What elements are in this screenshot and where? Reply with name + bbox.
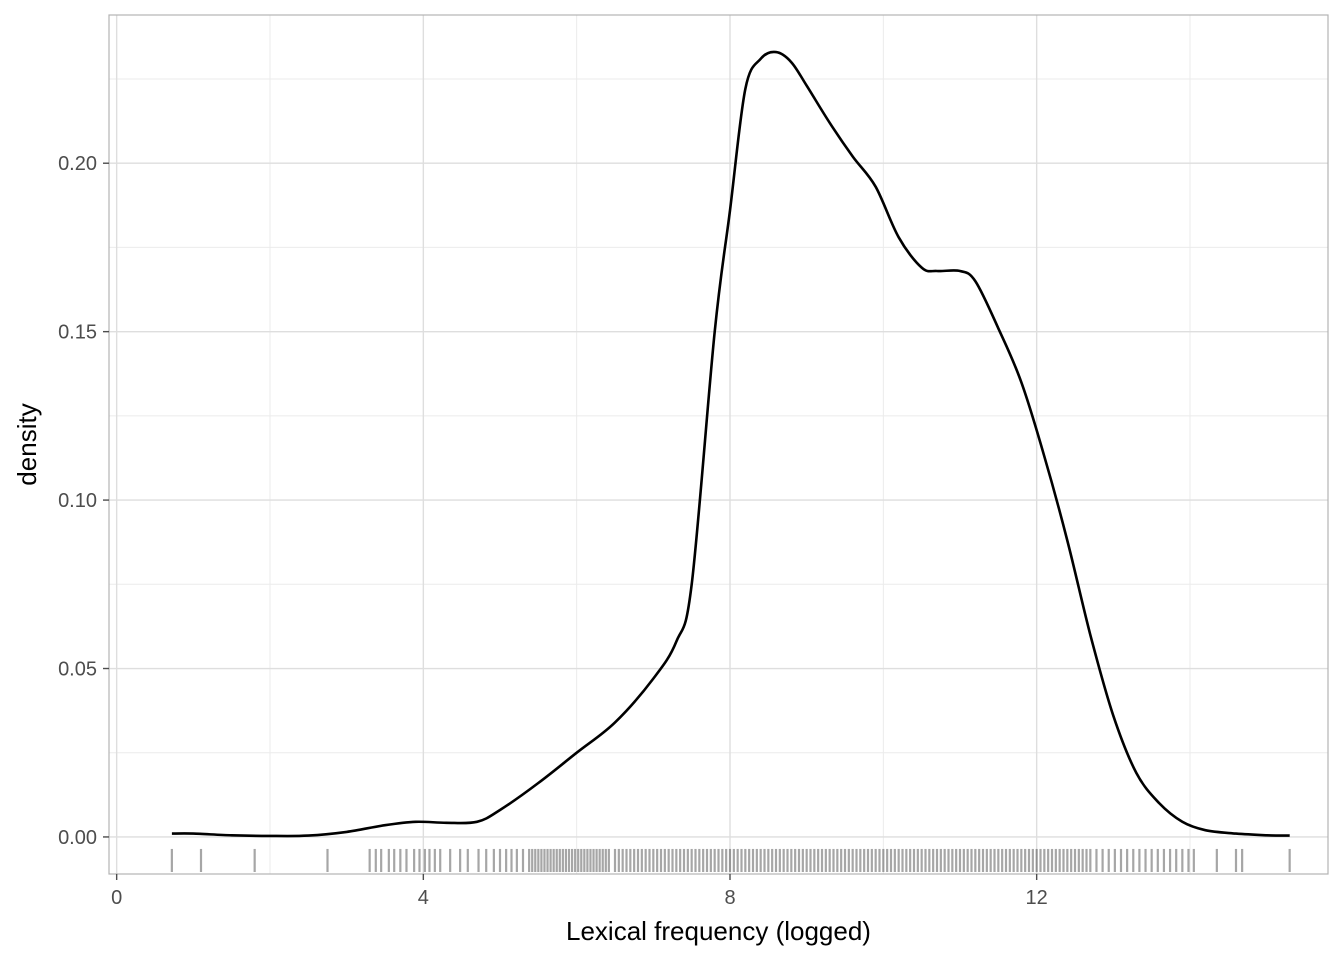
x-axis-title: Lexical frequency (logged) bbox=[566, 916, 871, 946]
x-tick-label: 8 bbox=[724, 887, 735, 909]
y-axis-title: density bbox=[12, 403, 42, 485]
density-lines bbox=[171, 50, 1290, 838]
rug-marks bbox=[170, 848, 1291, 872]
y-tick-label: 0.05 bbox=[58, 659, 97, 681]
y-tick-label: 0.20 bbox=[58, 153, 97, 175]
grid-minor bbox=[109, 15, 1328, 874]
y-axis: 0.00 0.05 0.10 0.15 0.20 bbox=[58, 153, 109, 849]
y-tick-label: 0.15 bbox=[58, 322, 97, 344]
x-tick-label: 4 bbox=[418, 887, 429, 909]
y-tick-label: 0.00 bbox=[58, 827, 97, 849]
panel-border bbox=[108, 14, 1329, 875]
y-tick-label: 0.10 bbox=[58, 490, 97, 512]
grid-major bbox=[109, 15, 1328, 874]
x-tick-label: 12 bbox=[1026, 887, 1048, 909]
density-line bbox=[171, 50, 1290, 838]
x-tick-label: 0 bbox=[111, 887, 122, 909]
x-axis: 0 4 8 12 bbox=[111, 874, 1048, 909]
